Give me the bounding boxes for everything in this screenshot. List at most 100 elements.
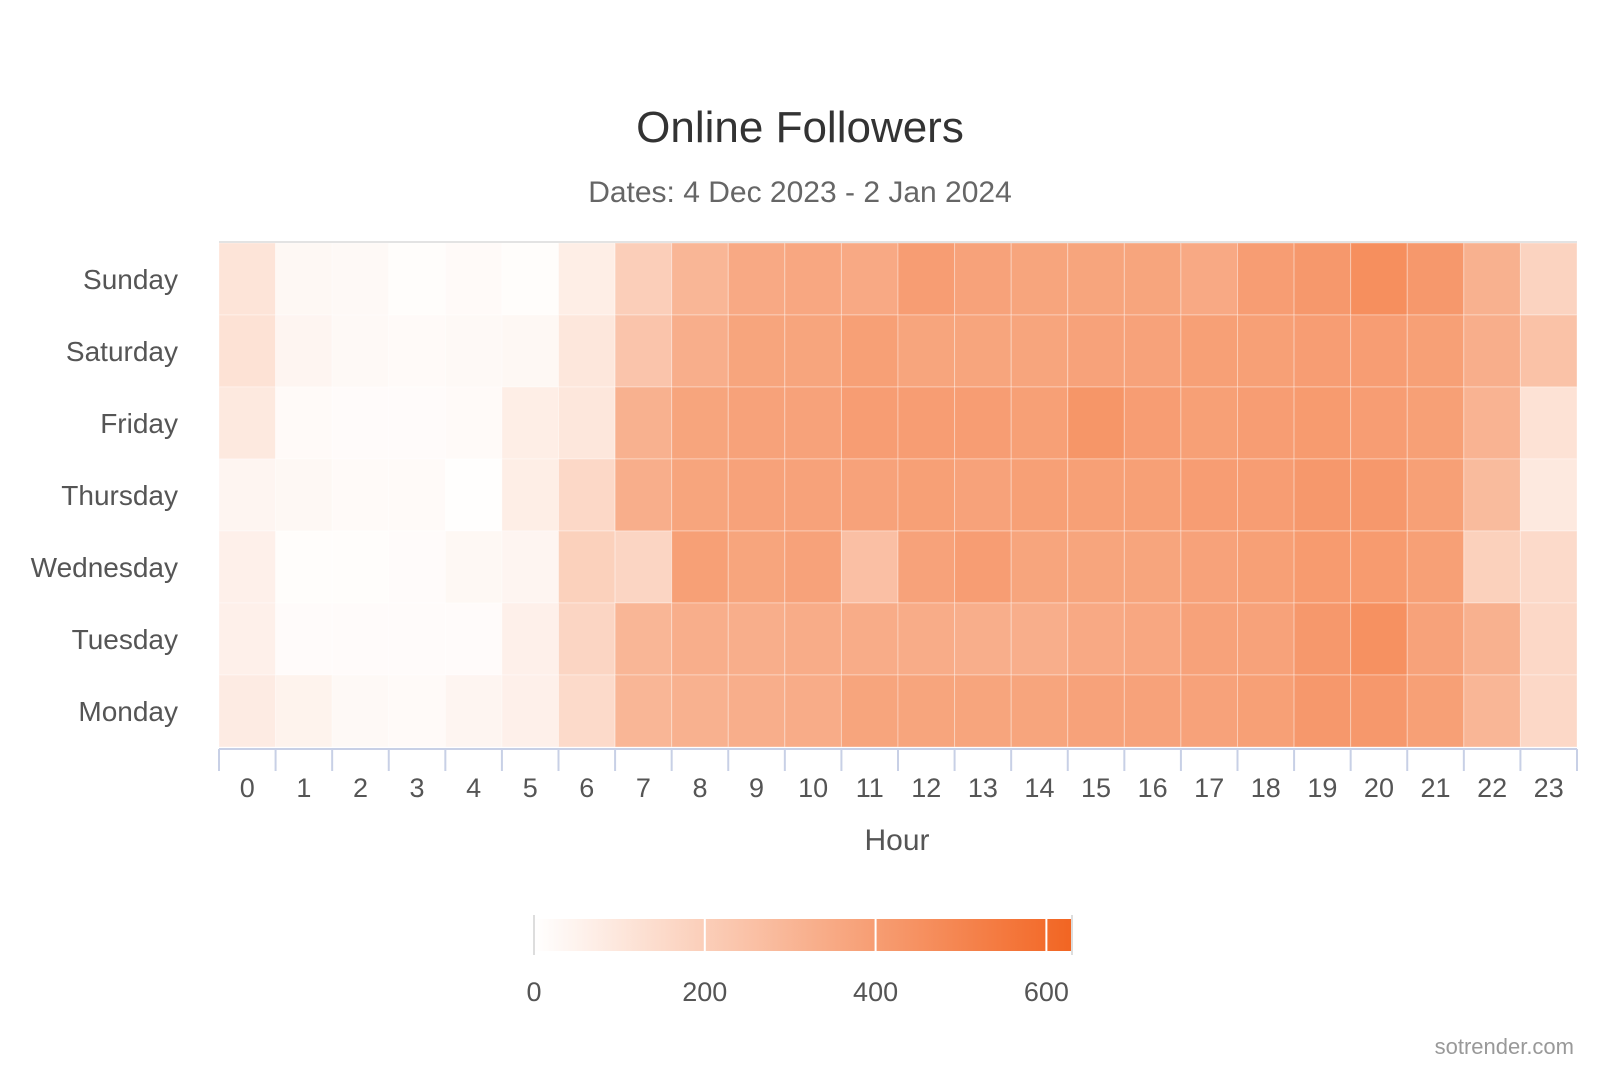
heatmap-cell xyxy=(501,530,560,604)
heatmap-cell xyxy=(1406,386,1465,460)
heatmap-cell xyxy=(1180,386,1239,460)
x-tick-label: 8 xyxy=(692,773,707,803)
heatmap-cell xyxy=(1067,314,1125,388)
x-tick-label: 15 xyxy=(1081,773,1111,803)
heatmap-cell xyxy=(671,602,729,676)
heatmap-cell xyxy=(1463,674,1521,748)
heatmap-cell xyxy=(897,530,956,604)
heatmap-cell xyxy=(331,674,390,748)
heatmap-cell xyxy=(501,242,560,316)
heatmap-cell xyxy=(218,314,277,388)
heatmap-cell xyxy=(331,602,390,676)
heatmap-cell xyxy=(1010,458,1069,532)
heatmap-cell xyxy=(275,458,333,532)
heatmap-cell xyxy=(1463,530,1521,604)
heatmap-cell xyxy=(1237,242,1295,316)
heatmap-cell xyxy=(1180,602,1239,676)
heatmap-cell xyxy=(501,386,560,460)
heatmap-cell xyxy=(1180,530,1239,604)
heatmap-cell xyxy=(1463,314,1521,388)
x-tick-label: 9 xyxy=(749,773,764,803)
heatmap-cell xyxy=(1180,674,1239,748)
heatmap-cell xyxy=(1123,602,1182,676)
heatmap-cell xyxy=(331,242,390,316)
heatmap-cell xyxy=(1010,530,1069,604)
heatmap-cell xyxy=(897,314,956,388)
heatmap-cell xyxy=(388,314,446,388)
heatmap-cell xyxy=(614,314,673,388)
heatmap-cell xyxy=(1406,242,1465,316)
heatmap-cell xyxy=(671,386,729,460)
heatmap-cell xyxy=(444,386,503,460)
heatmap-cell xyxy=(727,242,786,316)
heatmap-cell xyxy=(1293,530,1352,604)
heatmap-cell xyxy=(840,458,899,532)
heatmap-cell xyxy=(727,458,786,532)
heatmap-cell xyxy=(275,242,333,316)
legend-gradient-bar xyxy=(534,919,1072,951)
x-axis-title: Hour xyxy=(864,824,929,857)
heatmap-cell xyxy=(614,458,673,532)
heatmap-cell xyxy=(1123,314,1182,388)
heatmap-cell xyxy=(1293,242,1352,316)
heatmap-cell xyxy=(1123,674,1182,748)
heatmap-cell xyxy=(954,386,1012,460)
heatmap-cells xyxy=(218,241,1578,748)
heatmap-cell xyxy=(1406,314,1465,388)
heatmap-cell xyxy=(784,386,842,460)
heatmap-cell xyxy=(388,530,446,604)
heatmap-cell xyxy=(275,314,333,388)
heatmap-cell xyxy=(1406,530,1465,604)
heatmap-cell xyxy=(897,674,956,748)
heatmap-cell xyxy=(444,242,503,316)
heatmap-cell xyxy=(840,242,899,316)
y-tick-label: Tuesday xyxy=(72,624,178,655)
heatmap-cell xyxy=(954,314,1012,388)
x-tick-label: 14 xyxy=(1024,773,1054,803)
heatmap-cell xyxy=(897,242,956,316)
heatmap-cell xyxy=(1123,458,1182,532)
legend-label: 0 xyxy=(526,977,541,1007)
heatmap-cell xyxy=(275,602,333,676)
heatmap-cell xyxy=(1067,530,1125,604)
x-axis: 0 1 2 3 4 5 6 7 8 9 10 11 12 13 14 15 16 17 18 19 20 21 22 23 xyxy=(218,748,1578,803)
heatmap-cell xyxy=(840,674,899,748)
x-tick-label: 22 xyxy=(1477,773,1507,803)
heatmap-cell xyxy=(1463,602,1521,676)
heatmap-cell xyxy=(388,386,446,460)
heatmap-cell xyxy=(1237,458,1295,532)
heatmap-cell xyxy=(840,602,899,676)
heatmap-cell xyxy=(1406,674,1465,748)
heatmap-cell xyxy=(784,314,842,388)
x-tick-label: 23 xyxy=(1534,773,1564,803)
color-legend: 0 200 400 600 xyxy=(526,915,1073,1007)
heatmap-cell xyxy=(784,674,842,748)
heatmap-cell xyxy=(1350,458,1408,532)
heatmap-cell xyxy=(1519,674,1578,748)
heatmap-cell xyxy=(1237,674,1295,748)
x-tick-label: 16 xyxy=(1138,773,1168,803)
y-axis-labels: Sunday Saturday Friday Thursday Wednesday Tue… xyxy=(31,264,178,727)
heatmap-cell xyxy=(1463,458,1521,532)
heatmap-cell xyxy=(954,602,1012,676)
chart-title: Online Followers xyxy=(636,103,964,152)
heatmap-cell xyxy=(784,602,842,676)
x-tick-label: 7 xyxy=(636,773,651,803)
heatmap-cell xyxy=(1123,530,1182,604)
heatmap-cell xyxy=(727,602,786,676)
y-tick-label: Friday xyxy=(100,408,178,439)
heatmap-cell xyxy=(501,674,560,748)
heatmap-cell xyxy=(897,458,956,532)
y-tick-label: Thursday xyxy=(61,480,178,511)
heatmap-cell xyxy=(1519,602,1578,676)
heatmap-cell xyxy=(1350,530,1408,604)
y-tick-label: Wednesday xyxy=(31,552,178,583)
x-tick-label: 4 xyxy=(466,773,481,803)
heatmap-cell xyxy=(218,530,277,604)
x-tick-label: 21 xyxy=(1421,773,1451,803)
heatmap-cell xyxy=(1180,458,1239,532)
heatmap-cell xyxy=(501,314,560,388)
y-tick-label: Sunday xyxy=(83,264,178,295)
heatmap-cell xyxy=(558,674,616,748)
